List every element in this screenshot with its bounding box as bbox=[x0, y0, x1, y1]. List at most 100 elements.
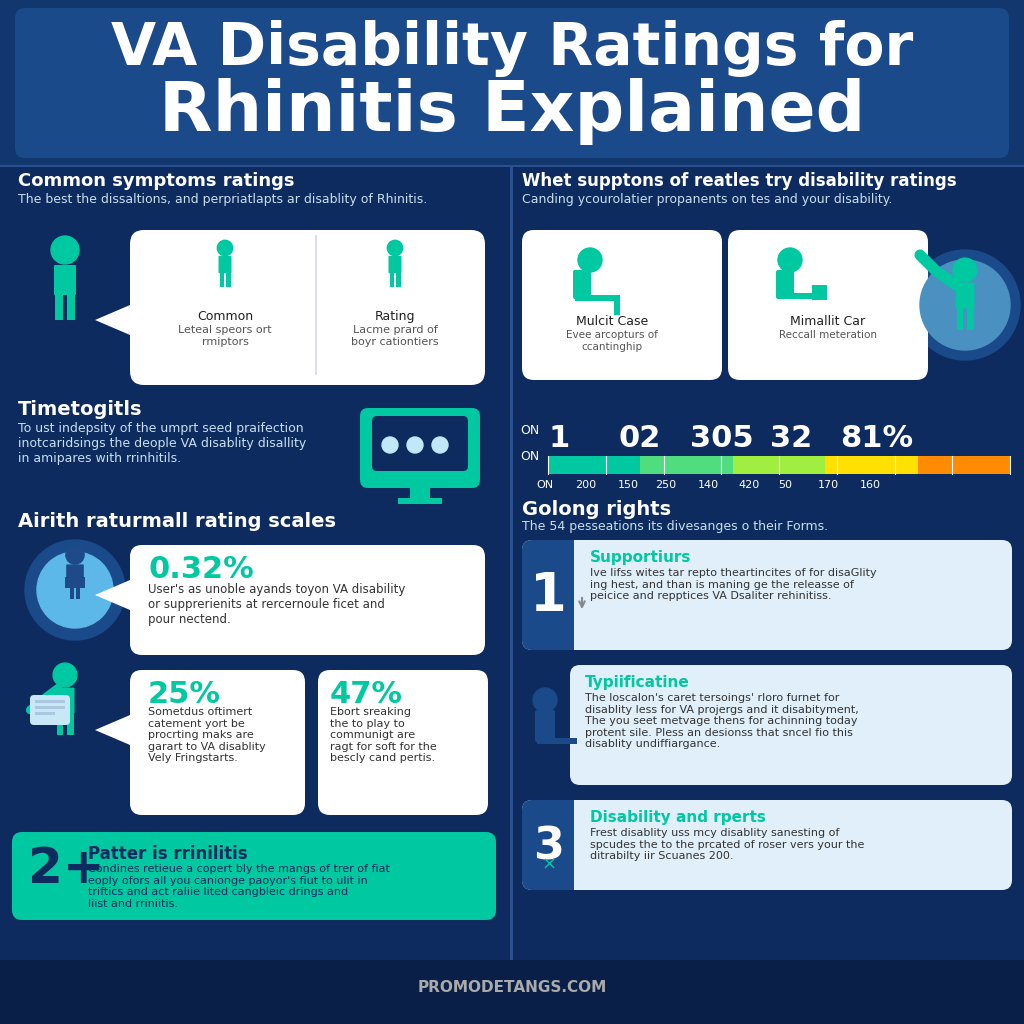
Text: Mimallit Car: Mimallit Car bbox=[791, 315, 865, 328]
Text: 170: 170 bbox=[818, 480, 839, 490]
Bar bbox=[548, 540, 574, 650]
Bar bbox=[396, 272, 400, 287]
Bar bbox=[35, 700, 65, 703]
Text: Timetogitls: Timetogitls bbox=[18, 400, 142, 419]
Text: VA Disability Ratings for: VA Disability Ratings for bbox=[111, 20, 913, 77]
Bar bbox=[35, 712, 55, 715]
Text: Mulcit Case: Mulcit Case bbox=[575, 315, 648, 328]
Text: 160: 160 bbox=[860, 480, 881, 490]
Text: 150: 150 bbox=[618, 480, 639, 490]
Text: Airith raturmall rating scales: Airith raturmall rating scales bbox=[18, 512, 336, 531]
Bar bbox=[956, 307, 964, 330]
Text: Canding ycourolatier propanents on tes and your disability.: Canding ycourolatier propanents on tes a… bbox=[522, 193, 892, 206]
Text: Common symptoms ratings: Common symptoms ratings bbox=[18, 172, 295, 190]
Circle shape bbox=[37, 552, 113, 628]
Text: Rhinitis Explained: Rhinitis Explained bbox=[159, 78, 865, 145]
Text: 47%: 47% bbox=[330, 680, 403, 709]
FancyBboxPatch shape bbox=[372, 416, 468, 471]
Polygon shape bbox=[95, 715, 130, 745]
Text: ON: ON bbox=[520, 424, 540, 437]
Bar bbox=[67, 294, 75, 319]
Text: 25%: 25% bbox=[148, 680, 221, 709]
Text: The best the dissaltions, and perpriatlapts ar disablity of Rhinitis.: The best the dissaltions, and perpriatla… bbox=[18, 193, 427, 206]
Circle shape bbox=[778, 248, 802, 272]
FancyBboxPatch shape bbox=[318, 670, 488, 815]
Circle shape bbox=[578, 248, 602, 272]
Text: 250: 250 bbox=[655, 480, 676, 490]
FancyBboxPatch shape bbox=[522, 540, 1012, 650]
FancyBboxPatch shape bbox=[522, 540, 574, 650]
Bar bbox=[510, 165, 513, 1024]
FancyBboxPatch shape bbox=[130, 545, 485, 655]
Circle shape bbox=[387, 241, 402, 256]
Bar bbox=[389, 272, 394, 287]
Text: Ive lifss wites tar repto theartincites of for disaGlity
ing hest, and than is m: Ive lifss wites tar repto theartincites … bbox=[590, 568, 877, 601]
Bar bbox=[35, 706, 65, 709]
FancyBboxPatch shape bbox=[15, 8, 1009, 158]
Text: Evee arcopturs of
ccantinghip: Evee arcopturs of ccantinghip bbox=[566, 330, 658, 351]
Text: 81%: 81% bbox=[840, 424, 913, 453]
Circle shape bbox=[920, 260, 1010, 350]
FancyBboxPatch shape bbox=[67, 564, 84, 585]
FancyBboxPatch shape bbox=[776, 270, 794, 299]
FancyBboxPatch shape bbox=[360, 408, 480, 488]
Circle shape bbox=[66, 546, 84, 564]
Bar bbox=[55, 294, 63, 319]
Text: User's as unoble ayands toyon VA disability
or supprerienits at rercernoule fice: User's as unoble ayands toyon VA disabil… bbox=[148, 583, 406, 626]
Polygon shape bbox=[95, 580, 130, 610]
Bar bbox=[67, 713, 74, 734]
Bar bbox=[537, 738, 577, 744]
FancyBboxPatch shape bbox=[130, 230, 485, 385]
Text: 200: 200 bbox=[575, 480, 596, 490]
Text: ×: × bbox=[542, 856, 557, 874]
Text: 3: 3 bbox=[532, 825, 563, 868]
Circle shape bbox=[51, 236, 79, 264]
Text: ON: ON bbox=[536, 480, 553, 490]
FancyBboxPatch shape bbox=[955, 283, 975, 308]
Bar bbox=[77, 586, 80, 599]
Bar bbox=[967, 307, 974, 330]
Bar bbox=[226, 272, 230, 287]
FancyBboxPatch shape bbox=[30, 695, 70, 725]
Bar bbox=[56, 713, 63, 734]
Polygon shape bbox=[95, 305, 130, 335]
Text: Lacme prard of
boyr cationtiers: Lacme prard of boyr cationtiers bbox=[351, 325, 439, 346]
FancyBboxPatch shape bbox=[522, 800, 1012, 890]
Bar bbox=[219, 272, 224, 287]
Text: 1: 1 bbox=[548, 424, 569, 453]
FancyBboxPatch shape bbox=[54, 265, 76, 295]
Text: Condines retieue a copert bly the mangs of trer of fiat
eoply ofors all you cani: Condines retieue a copert bly the mangs … bbox=[88, 864, 390, 909]
Bar bbox=[614, 295, 620, 315]
Bar bbox=[918, 456, 1010, 474]
Text: Frest disablity uss mcy disablity sanesting of
spcudes the to the prcated of ros: Frest disablity uss mcy disablity sanest… bbox=[590, 828, 864, 861]
Text: Rating: Rating bbox=[375, 310, 416, 323]
Circle shape bbox=[910, 250, 1020, 360]
Bar bbox=[410, 488, 430, 498]
Bar bbox=[548, 800, 574, 890]
FancyBboxPatch shape bbox=[522, 800, 574, 890]
Bar bbox=[65, 578, 85, 588]
Text: 32: 32 bbox=[770, 424, 812, 453]
Bar bbox=[0, 0, 1024, 165]
Circle shape bbox=[25, 540, 125, 640]
Text: 50: 50 bbox=[778, 480, 792, 490]
Text: 2+: 2+ bbox=[28, 845, 104, 893]
FancyBboxPatch shape bbox=[570, 665, 1012, 785]
Text: 02: 02 bbox=[618, 424, 660, 453]
Circle shape bbox=[53, 664, 77, 687]
Circle shape bbox=[407, 437, 423, 453]
Bar bbox=[398, 498, 442, 504]
Circle shape bbox=[432, 437, 449, 453]
Bar bbox=[778, 293, 813, 299]
Text: 305: 305 bbox=[690, 424, 754, 453]
Text: Patter is rrinilitis: Patter is rrinilitis bbox=[88, 845, 248, 863]
Text: To ust indepsity of the umprt seed praifection
inotcaridsings the deople VA disa: To ust indepsity of the umprt seed praif… bbox=[18, 422, 306, 465]
FancyBboxPatch shape bbox=[573, 270, 591, 299]
Bar bbox=[640, 456, 733, 474]
FancyBboxPatch shape bbox=[12, 831, 496, 920]
Text: Common: Common bbox=[197, 310, 253, 323]
Bar bbox=[548, 456, 640, 474]
Text: Typiificatine: Typiificatine bbox=[585, 675, 690, 690]
Text: The loscalon's caret tersoings' rloro furnet for
disablity less for VA projergs : The loscalon's caret tersoings' rloro fu… bbox=[585, 693, 859, 750]
Text: ON: ON bbox=[520, 450, 540, 463]
